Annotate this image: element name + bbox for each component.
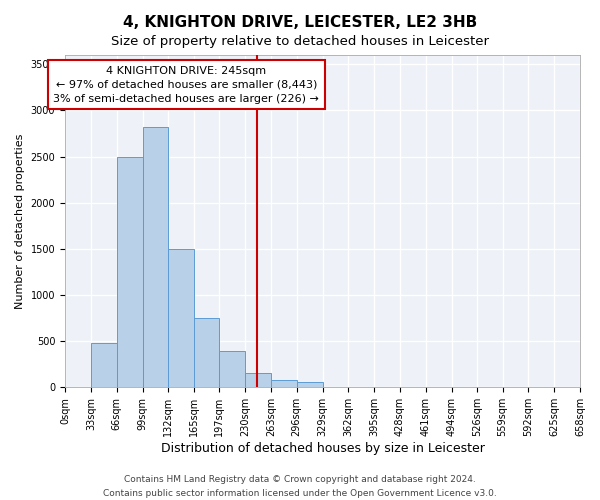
Bar — [91, 343, 116, 388]
Bar — [143, 127, 169, 388]
Bar — [271, 380, 296, 388]
Bar — [296, 382, 323, 388]
Bar — [245, 373, 271, 388]
Text: Contains HM Land Registry data © Crown copyright and database right 2024.
Contai: Contains HM Land Registry data © Crown c… — [103, 476, 497, 498]
Text: Size of property relative to detached houses in Leicester: Size of property relative to detached ho… — [111, 35, 489, 48]
X-axis label: Distribution of detached houses by size in Leicester: Distribution of detached houses by size … — [161, 442, 484, 455]
Bar — [194, 318, 219, 388]
Text: 4, KNIGHTON DRIVE, LEICESTER, LE2 3HB: 4, KNIGHTON DRIVE, LEICESTER, LE2 3HB — [123, 15, 477, 30]
Bar — [169, 249, 194, 388]
Y-axis label: Number of detached properties: Number of detached properties — [15, 134, 25, 309]
Bar — [219, 352, 245, 388]
Bar — [116, 156, 143, 388]
Text: 4 KNIGHTON DRIVE: 245sqm
← 97% of detached houses are smaller (8,443)
3% of semi: 4 KNIGHTON DRIVE: 245sqm ← 97% of detach… — [53, 66, 319, 104]
